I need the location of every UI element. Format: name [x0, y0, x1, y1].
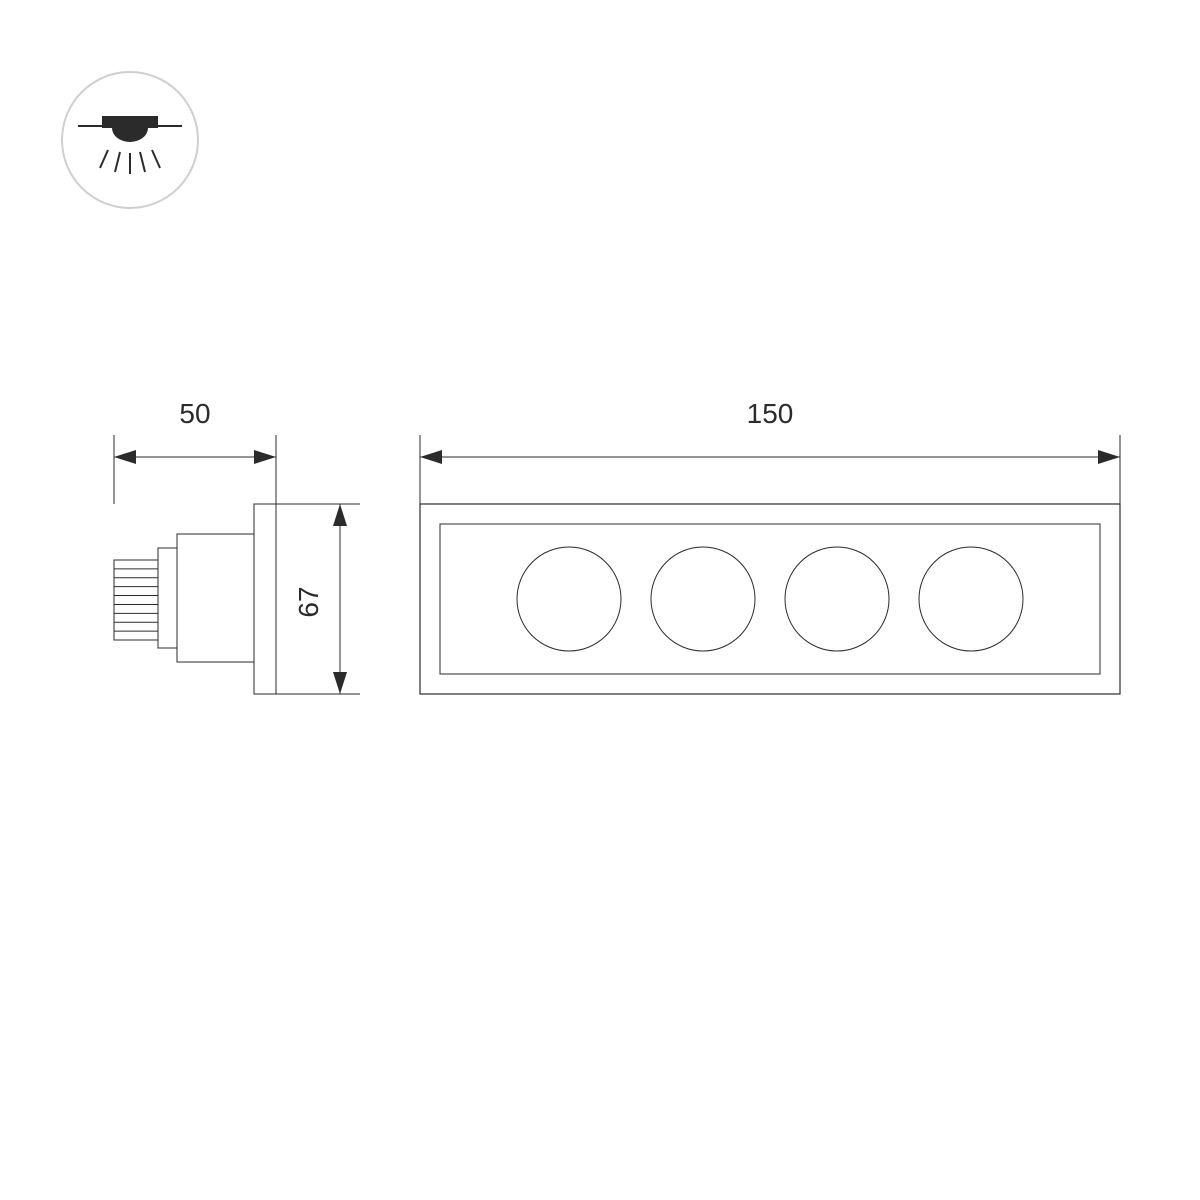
dim-width-value: 150 [747, 398, 794, 429]
front-view [420, 504, 1120, 694]
downlight-icon [62, 72, 198, 208]
dim-depth-value: 50 [179, 398, 210, 429]
side-view [114, 504, 276, 694]
aperture-circle [651, 547, 755, 651]
aperture-circle [919, 547, 1023, 651]
aperture-circle [517, 547, 621, 651]
dimension-depth: 50 [114, 398, 276, 464]
technical-drawing: 50 67 150 [0, 0, 1200, 1200]
dimension-width: 150 [420, 398, 1120, 464]
dimension-height: 67 [276, 504, 360, 694]
dim-height-value: 67 [293, 586, 324, 617]
aperture-circle [785, 547, 889, 651]
